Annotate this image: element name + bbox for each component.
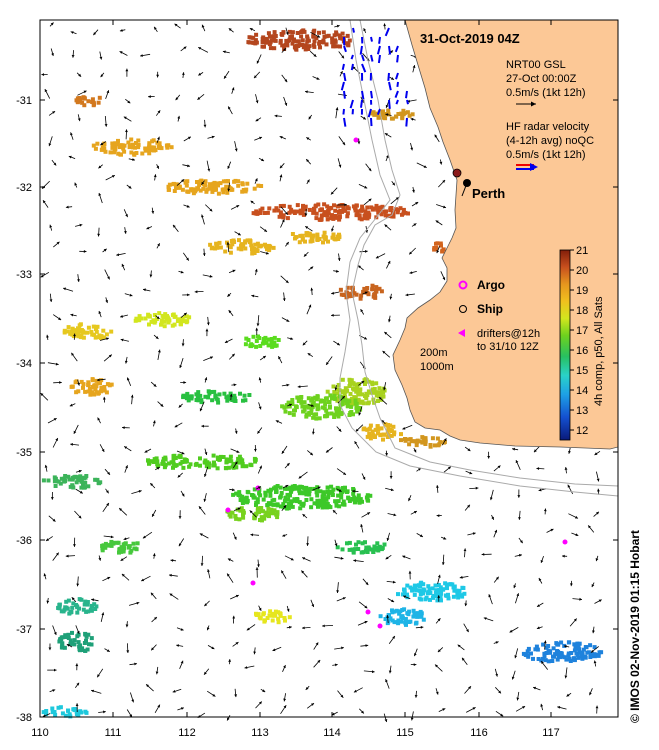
radar-legend-line3: 0.5m/s (1kt 12h) [506, 149, 585, 161]
sst-patches [41, 28, 604, 719]
credit-text: © IMOS 02-Nov-2019 01:15 Hobart [628, 530, 642, 723]
colorbar-tick-label: 17 [576, 325, 588, 337]
colorbar-tick-label: 18 [576, 305, 588, 317]
x-tick-label: 113 [251, 727, 269, 739]
x-tick-label: 112 [178, 727, 196, 739]
colorbar-label: 4h comp, p50, All Sats [593, 296, 605, 406]
isobath-label-200m: 200m [420, 347, 448, 359]
hf-radar-vectors [340, 27, 409, 127]
colorbar-tick-label: 13 [576, 405, 588, 417]
colorbar-tick-label: 15 [576, 365, 588, 377]
colorbar-tick-label: 21 [576, 245, 588, 257]
colorbar-tick-label: 19 [576, 285, 588, 297]
colorbar-tick-label: 16 [576, 345, 588, 357]
x-tick-label: 115 [396, 727, 414, 739]
y-tick-label: -33 [16, 269, 32, 281]
radar-legend-line2: (4-12h avg) noQC [506, 135, 594, 147]
colorbar-tick-label: 12 [576, 425, 588, 437]
isobath-label-1000m: 1000m [420, 361, 454, 373]
x-tick-label: 117 [542, 727, 560, 739]
drifter-symbol [458, 329, 465, 337]
model-legend-line1: NRT00 GSL [506, 59, 566, 71]
x-tick-label: 111 [105, 727, 122, 739]
y-axis: -31 -32 -33 -34 -35 -36 -37 -38 [16, 95, 618, 724]
colorbar-tick-label: 14 [576, 385, 588, 397]
station-dot [452, 168, 462, 178]
current-vectors [40, 22, 602, 723]
colorbar-ticks: 12 13 14 15 16 17 18 19 20 21 [570, 245, 588, 437]
x-tick-label: 114 [323, 727, 341, 739]
model-legend-line3: 0.5m/s (1kt 12h) [506, 87, 585, 99]
y-tick-label: -35 [16, 447, 32, 459]
y-tick-label: -37 [16, 624, 32, 636]
isobath-200m [351, 19, 619, 487]
ship-symbol [459, 305, 467, 313]
model-legend-line2: 27-Oct 00:00Z [506, 73, 577, 85]
y-tick-label: -34 [16, 358, 32, 370]
argo-symbol [458, 280, 468, 290]
map-frame [39, 19, 619, 718]
x-axis: 110 111 112 113 114 115 116 117 [31, 20, 560, 739]
x-tick-label: 116 [470, 727, 488, 739]
radar-legend-line1: HF radar velocity [506, 121, 590, 133]
map-title: 31-Oct-2019 04Z [420, 31, 520, 46]
drifters-label-line2: to 31/10 12Z [477, 341, 539, 353]
y-tick-label: -36 [16, 535, 32, 547]
x-tick-label: 110 [31, 727, 49, 739]
ship-label: Ship [477, 302, 503, 316]
y-tick-label: -32 [16, 182, 32, 194]
y-tick-label: -31 [16, 95, 32, 107]
y-tick-label: -38 [16, 712, 32, 724]
colorbar-tick-label: 20 [576, 265, 588, 277]
colorbar [559, 249, 571, 441]
city-label-perth: Perth [472, 186, 505, 201]
argo-label: Argo [477, 278, 505, 292]
drifters-label-line1: drifters@12h [477, 328, 540, 340]
isobath-1000m [339, 19, 619, 497]
